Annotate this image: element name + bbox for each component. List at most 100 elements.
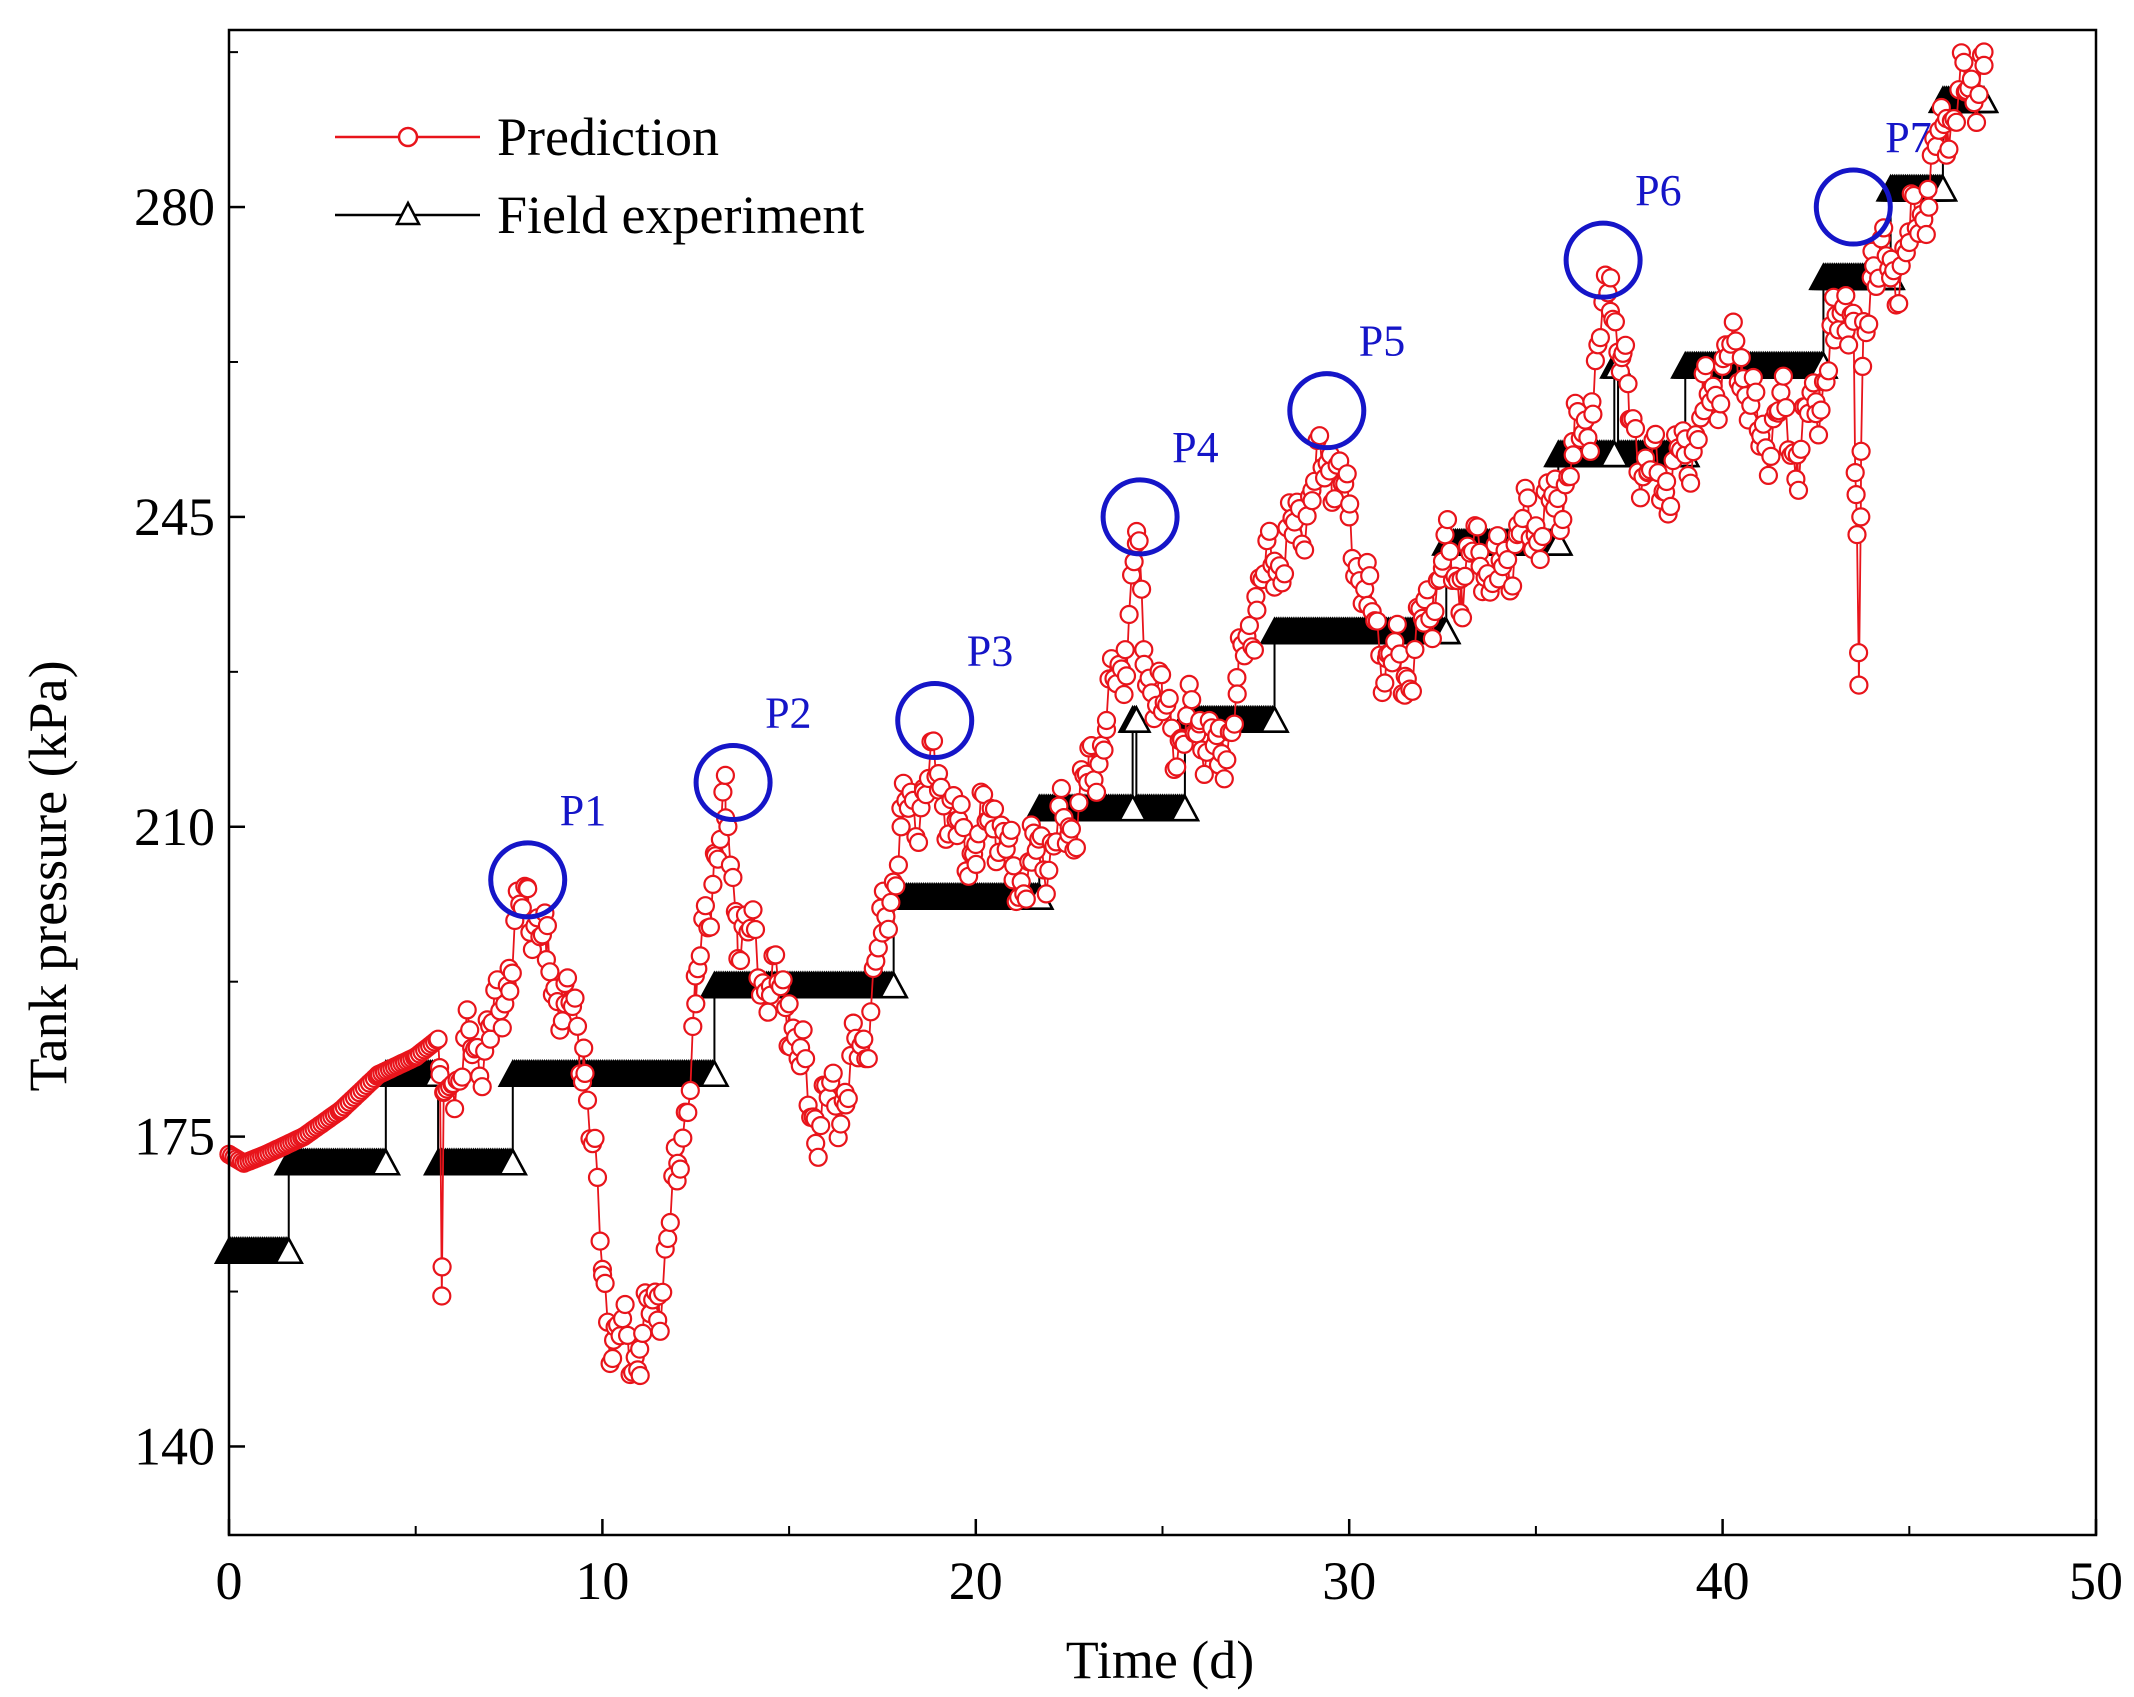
peak-label-p3: P3 xyxy=(967,627,1013,676)
prediction-point xyxy=(1939,139,1959,159)
prediction-point xyxy=(908,832,929,853)
prediction-point xyxy=(1773,366,1794,386)
prediction-point xyxy=(1179,674,1199,695)
prediction-point xyxy=(1836,286,1856,306)
prediction-point xyxy=(653,1282,673,1302)
prediction-point xyxy=(452,1067,472,1087)
peak-circle-p2 xyxy=(693,743,773,822)
y-tick-label: 175 xyxy=(134,1107,215,1167)
field-experiment-point xyxy=(878,970,909,999)
x-tick-label: 50 xyxy=(2069,1551,2123,1611)
legend-field-marker xyxy=(394,200,422,226)
prediction-point xyxy=(565,988,585,1008)
prediction-point xyxy=(1889,294,1909,314)
prediction-point xyxy=(1340,494,1360,514)
prediction-point xyxy=(1036,884,1056,904)
prediction-point xyxy=(1859,314,1879,334)
prediction-point xyxy=(695,896,716,916)
prediction-point xyxy=(700,917,721,937)
prediction-point xyxy=(1487,526,1508,546)
prediction-point xyxy=(1119,604,1139,625)
prediction-point xyxy=(1847,524,1867,545)
prediction-point xyxy=(1405,639,1425,660)
prediction-point xyxy=(460,1020,480,1040)
prediction-point xyxy=(1227,684,1247,704)
prediction-point xyxy=(1131,579,1152,599)
prediction-point xyxy=(1711,394,1731,414)
prediction-point xyxy=(633,1323,653,1344)
x-tick-label: 20 xyxy=(949,1551,1003,1611)
prediction-point xyxy=(680,1080,700,1101)
prediction-point xyxy=(838,1088,858,1109)
prediction-point xyxy=(683,1016,703,1037)
peak-circle-p3 xyxy=(895,681,975,761)
prediction-point xyxy=(1726,331,1746,351)
prediction-point xyxy=(1302,491,1322,511)
prediction-point xyxy=(670,1159,690,1179)
prediction-point xyxy=(811,1115,831,1136)
prediction-point xyxy=(1518,488,1538,508)
prediction-point xyxy=(878,919,899,939)
prediction-point xyxy=(1758,465,1779,485)
prediction-point xyxy=(1818,361,1839,381)
field-experiment-point xyxy=(1259,704,1290,733)
peak-circle-p1 xyxy=(488,840,568,920)
prediction-point xyxy=(540,962,560,982)
field-experiment-point xyxy=(699,1059,730,1087)
prediction-point xyxy=(686,994,706,1014)
prediction-point xyxy=(1808,425,1829,445)
prediction-point xyxy=(1946,112,1967,132)
prediction-point xyxy=(1916,224,1936,245)
y-tick-label: 245 xyxy=(134,487,215,547)
prediction-point xyxy=(432,1257,452,1277)
prediction-point xyxy=(585,1128,605,1149)
prediction-point xyxy=(743,900,763,920)
prediction-point xyxy=(758,1002,778,1022)
field-experiment-point xyxy=(1121,704,1152,733)
prediction-series xyxy=(219,42,1994,1386)
prediction-point xyxy=(1440,541,1460,561)
prediction-point xyxy=(1182,690,1202,710)
prediction-point xyxy=(765,945,786,965)
prediction-point xyxy=(1731,348,1751,368)
prediction-point xyxy=(1214,769,1234,789)
prediction-point xyxy=(615,1294,635,1315)
prediction-point xyxy=(1590,328,1611,348)
prediction-point xyxy=(1618,374,1638,394)
prediction-point xyxy=(1849,675,1869,695)
prediction-point xyxy=(537,915,558,936)
prediction-point xyxy=(984,799,1005,819)
prediction-point xyxy=(1452,608,1473,628)
prediction-point xyxy=(557,968,578,988)
peak-label-p4: P4 xyxy=(1172,423,1218,472)
prediction-point xyxy=(1437,509,1458,530)
prediction-point xyxy=(1688,430,1708,450)
prediction-point xyxy=(1129,531,1149,551)
prediction-point xyxy=(1367,611,1387,631)
prediction-point xyxy=(713,782,733,802)
prediction-point xyxy=(703,874,723,895)
prediction-point xyxy=(1337,464,1357,484)
y-tick-label: 210 xyxy=(134,797,215,857)
prediction-point xyxy=(1217,750,1237,770)
peak-label-p7: P7 xyxy=(1885,113,1931,162)
axes: 0 10 20 30 40 50 140 175 210 245 280 xyxy=(134,28,2123,1611)
prediction-point xyxy=(1761,446,1781,466)
prediction-point xyxy=(1746,382,1766,402)
prediction-point xyxy=(574,1038,594,1058)
prediction-point xyxy=(1918,179,1938,199)
prediction-point xyxy=(1151,665,1172,685)
prediction-point xyxy=(823,1063,843,1083)
prediction-point xyxy=(745,919,766,940)
legend-prediction-marker xyxy=(397,126,419,148)
prediction-point xyxy=(1615,335,1636,355)
y-tick-label: 140 xyxy=(134,1416,215,1476)
prediction-point xyxy=(1680,473,1701,493)
prediction-point xyxy=(951,794,971,815)
prediction-point xyxy=(1723,312,1743,332)
prediction-point xyxy=(1656,471,1677,492)
prediction-point xyxy=(1851,507,1871,527)
prediction-point xyxy=(502,963,522,983)
prediction-point xyxy=(773,970,793,990)
